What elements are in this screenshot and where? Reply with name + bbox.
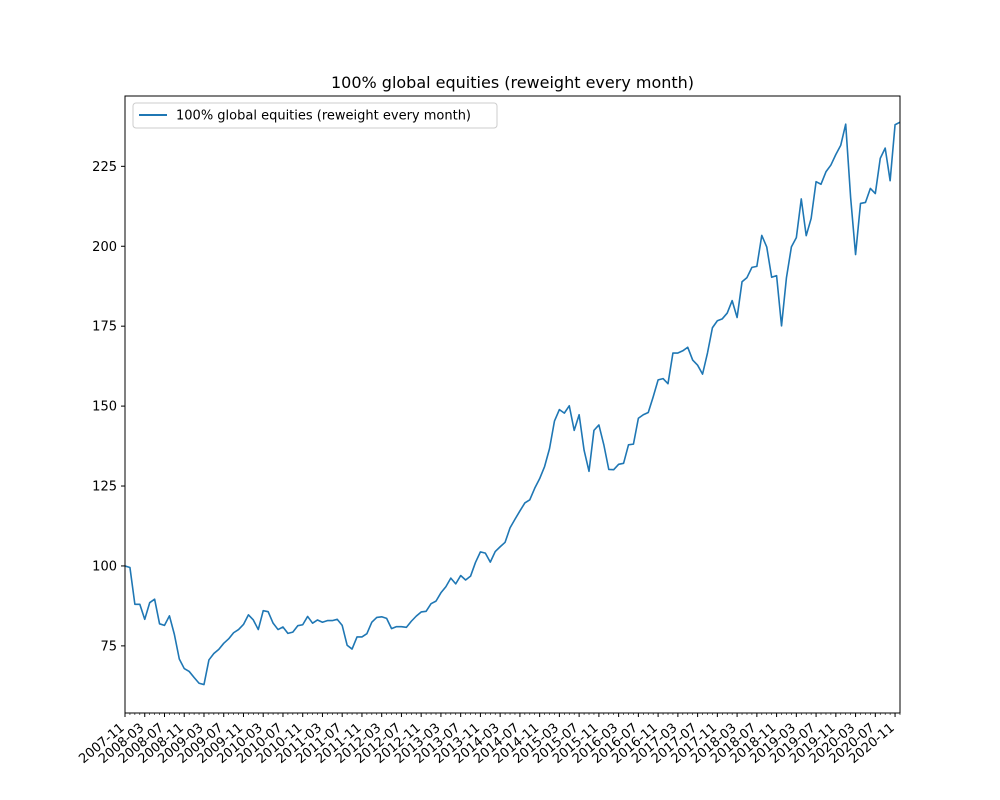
y-tick-label: 125 <box>92 480 117 495</box>
x-axis: 2007-112008-032008-072008-112009-032009-… <box>76 713 901 767</box>
y-tick-label: 100 <box>92 559 117 574</box>
legend-label: 100% global equities (reweight every mon… <box>176 109 471 124</box>
y-axis: 75 100 125 150 175 200 225 <box>92 160 125 654</box>
y-tick-label: 200 <box>92 240 117 255</box>
legend: 100% global equities (reweight every mon… <box>132 102 498 129</box>
y-tick-label: 175 <box>92 320 117 335</box>
y-tick-label: 75 <box>100 639 117 654</box>
chart-title: 100% global equities (reweight every mon… <box>331 73 694 92</box>
axes-frame <box>124 95 901 714</box>
y-tick-label: 225 <box>92 160 117 175</box>
series-line <box>124 121 901 686</box>
legend-box <box>132 102 498 129</box>
plot-area <box>124 121 901 686</box>
y-tick-label: 150 <box>92 400 117 415</box>
